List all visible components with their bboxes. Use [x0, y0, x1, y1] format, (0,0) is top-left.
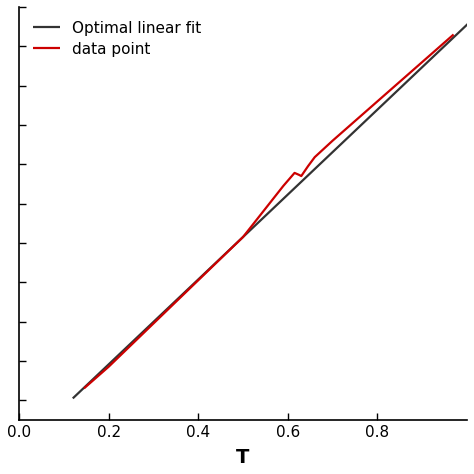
data point [292, 170, 297, 176]
data point [312, 155, 318, 160]
Legend: Optimal linear fit, data point: Optimal linear fit, data point [27, 15, 208, 63]
data point [240, 234, 246, 240]
data point [451, 32, 456, 37]
data point [374, 99, 380, 104]
data point [151, 321, 156, 327]
data point [330, 138, 336, 144]
data point [81, 385, 87, 391]
data point [281, 183, 286, 189]
data point [419, 59, 425, 65]
data point [296, 172, 302, 178]
data point [195, 277, 201, 283]
data point [106, 364, 111, 370]
Line: data point: data point [84, 35, 454, 388]
X-axis label: T: T [237, 448, 250, 467]
data point [305, 164, 311, 169]
data point [299, 173, 304, 179]
